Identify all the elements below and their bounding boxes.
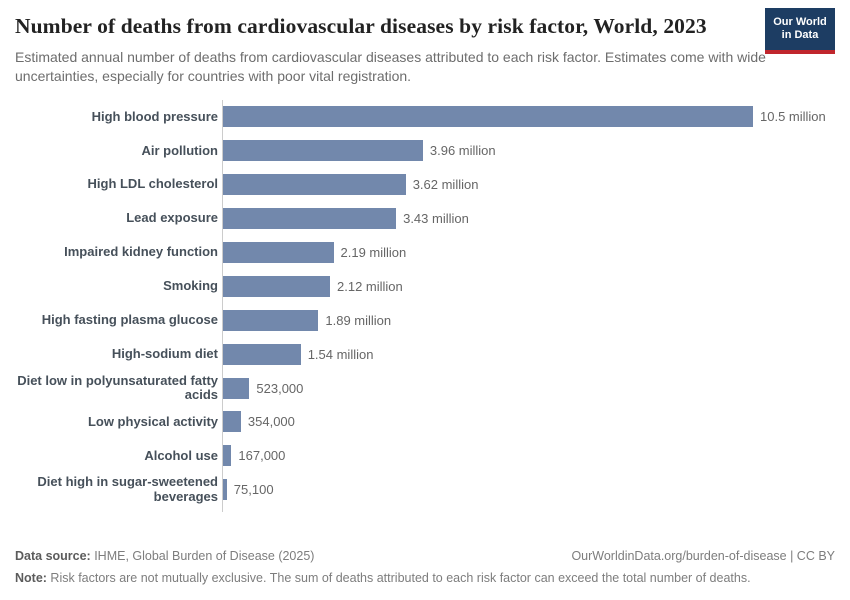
bar-row: High fasting plasma glucose 1.89 million [15,303,835,338]
owid-url-link[interactable]: OurWorldinData.org/burden-of-disease [571,549,787,563]
data-source: Data source: IHME, Global Burden of Dise… [15,547,314,565]
bar-value-label: 3.43 million [403,211,469,227]
bar[interactable] [223,411,241,433]
license-text: | CC BY [786,549,835,563]
bar[interactable] [223,106,753,128]
bar-track: 3.43 million [222,201,835,236]
bar-row: High-sodium diet 1.54 million [15,337,835,372]
bar-value-label: 167,000 [238,448,286,464]
bar-value-label: 1.89 million [325,312,392,328]
bar-track: 2.12 million [222,269,835,304]
bar-row: High blood pressure 10.5 million [15,100,835,134]
bar-category-label: High blood pressure [91,108,218,124]
bar-track: 354,000 [222,405,835,439]
bar[interactable] [223,174,406,196]
bar-value-label: 2.12 million [337,278,403,294]
bar-track: 3.62 million [222,167,835,202]
chart-title: Number of deaths from cardiovascular dis… [15,14,707,38]
bar[interactable] [223,479,227,501]
bar-row: Alcohol use 167,000 [15,438,835,473]
bar[interactable] [223,275,330,297]
chart-header: Number of deaths from cardiovascular dis… [15,8,835,54]
bar-track: 2.19 million [222,235,835,270]
bar-chart: High blood pressure 10.5 million Air pollu… [15,100,835,507]
bar-row: Low physical activity 354,000 [15,405,835,439]
bar-value-label: 1.54 million [307,346,374,362]
bar-row: High LDL cholesterol 3.62 million [15,167,835,202]
bar-category-label: High fasting plasma glucose [41,312,218,328]
bar-category-label: Air pollution [141,142,218,158]
footer-attribution: OurWorldinData.org/burden-of-disease | C… [571,547,835,565]
bar-value-label: 10.5 million [760,109,826,125]
bar-row: Smoking 2.12 million [15,269,835,304]
note-label: Note: [15,571,47,585]
bar[interactable] [223,343,301,365]
bar-value-label: 3.96 million [429,143,496,159]
bar-row: Lead exposure 3.43 million [15,201,835,236]
bar[interactable] [223,242,334,263]
bar-category-label: Diet low in polyunsaturated fatty acids [17,372,218,403]
owid-logo-line1: Our World [773,16,827,28]
bar-category-label: Smoking [163,278,218,294]
bar-value-label: 354,000 [247,414,295,430]
note-text: Risk factors are not mutually exclusive.… [46,571,751,585]
bar[interactable] [223,445,232,467]
bar[interactable] [223,140,423,162]
chart-footer: Data source: IHME, Global Burden of Dise… [15,547,835,587]
bar-value-label: 523,000 [256,380,304,396]
axis-line-tail [222,506,224,512]
owid-logo-line2: in Data [781,29,819,41]
chart-subtitle: Estimated annual number of deaths from c… [15,49,766,84]
bar-category-label: High LDL cholesterol [87,176,219,192]
bar-row: Impaired kidney function 2.19 million [15,235,835,270]
bar-category-label: Impaired kidney function [64,244,218,260]
bar-category-label: Lead exposure [126,210,218,226]
footer-source-row: Data source: IHME, Global Burden of Dise… [15,547,835,565]
data-source-label: Data source: [15,549,91,563]
bar-value-label: 3.62 million [412,177,479,193]
data-source-text: IHME, Global Burden of Disease (2025) [90,549,315,563]
bar-track: 75,100 [222,472,835,507]
footer-note-row: Note: Risk factors are not mutually excl… [15,569,835,587]
bar-value-label: 75,100 [233,482,274,498]
bar-category-label: High-sodium diet [111,345,218,361]
bar-value-label: 2.19 million [340,245,407,260]
bar-category-label: Alcohol use [144,447,218,463]
bar-category-label: Low physical activity [87,413,218,429]
bar-track: 1.54 million [222,337,835,372]
bar-category-label: Diet high in sugar-sweetened beverages [37,474,218,504]
bar[interactable] [223,208,397,230]
bar-track: 167,000 [222,438,835,473]
bar-track: 1.89 million [222,303,835,338]
bar-track: 3.96 million [222,133,835,168]
bar-row: Diet low in polyunsaturated fatty acids 5… [15,371,835,406]
bar-row: Diet high in sugar-sweetened beverages 75… [15,472,835,507]
bar[interactable] [223,309,319,331]
bar-track: 10.5 million [222,100,835,134]
owid-logo[interactable]: Our World in Data [765,8,835,54]
bar[interactable] [223,377,250,399]
bar-track: 523,000 [222,371,835,406]
bar-row: Air pollution 3.96 million [15,133,835,168]
